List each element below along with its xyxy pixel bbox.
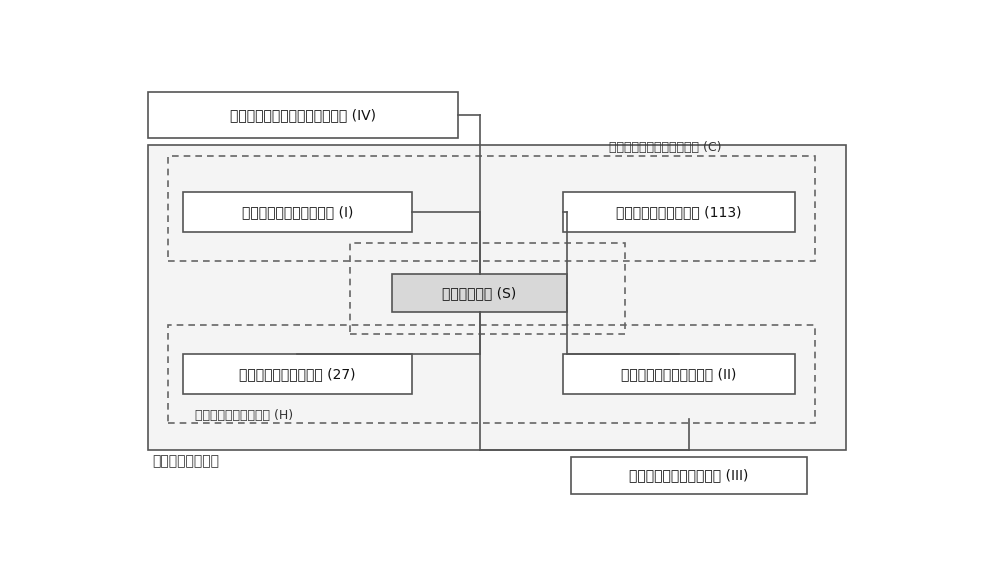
Bar — [148, 92, 458, 138]
Text: 二氧化碳增压及注入子单元 (C): 二氧化碳增压及注入子单元 (C) — [609, 141, 722, 154]
Bar — [168, 325, 815, 423]
Text: 第二尾液接收计量装置 (27): 第二尾液接收计量装置 (27) — [239, 367, 356, 381]
Bar — [563, 192, 795, 232]
Text: 二氧化碳增压及注入装置 (I): 二氧化碳增压及注入装置 (I) — [242, 205, 353, 219]
Bar — [571, 457, 807, 494]
Text: 岩心模拟装置 (S): 岩心模拟装置 (S) — [442, 286, 517, 300]
Bar — [563, 354, 795, 394]
Text: 岩心双向驱替单元: 岩心双向驱替单元 — [152, 454, 219, 468]
Text: 核磁共振在线监测数据处理单元 (IV): 核磁共振在线监测数据处理单元 (IV) — [230, 108, 376, 122]
Bar — [168, 156, 815, 261]
Text: 温度压力一体化控制单元 (III): 温度压力一体化控制单元 (III) — [629, 469, 748, 483]
Bar — [392, 274, 567, 312]
Text: 地层水反向驱替子单元 (H): 地层水反向驱替子单元 (H) — [195, 409, 293, 422]
Bar — [183, 354, 412, 394]
Bar — [350, 243, 625, 334]
Text: 地层水反向驱替注入装置 (II): 地层水反向驱替注入装置 (II) — [621, 367, 737, 381]
Text: 第一尾液接收计量装置 (113): 第一尾液接收计量装置 (113) — [616, 205, 742, 219]
Bar — [148, 145, 846, 450]
Bar — [183, 192, 412, 232]
